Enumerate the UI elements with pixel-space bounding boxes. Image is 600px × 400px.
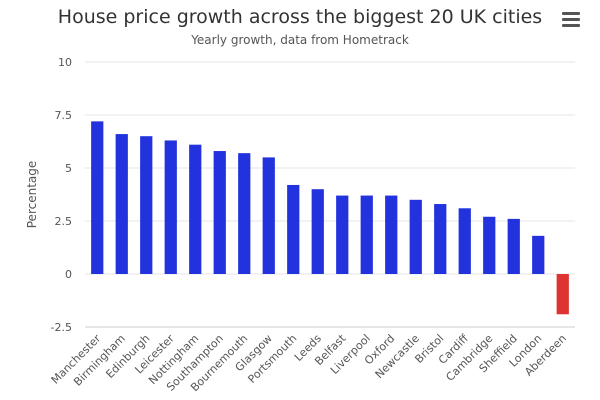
bar-cambridge[interactable]	[483, 216, 496, 274]
chart-subtitle: Yearly growth, data from Hometrack	[191, 33, 409, 47]
bar-southampton[interactable]	[213, 151, 226, 274]
bar-bournemouth[interactable]	[238, 153, 251, 274]
bar-london[interactable]	[532, 235, 545, 274]
bar-glasgow[interactable]	[262, 157, 275, 274]
y-tick-label: 7.5	[55, 109, 73, 122]
bar-oxford[interactable]	[385, 195, 398, 274]
bar-belfast[interactable]	[336, 195, 349, 274]
hamburger-menu-icon[interactable]	[562, 12, 580, 28]
bar-bristol[interactable]	[434, 204, 447, 274]
bar-sheffield[interactable]	[507, 218, 520, 274]
y-tick-label: 10	[58, 56, 72, 69]
y-axis-title: Percentage	[25, 161, 39, 229]
bar-leeds[interactable]	[311, 189, 324, 274]
bar-edinburgh[interactable]	[140, 136, 153, 274]
bar-manchester[interactable]	[91, 121, 104, 274]
y-tick-label: 5	[65, 162, 72, 175]
bar-cardiff[interactable]	[458, 208, 471, 274]
bar-leicester[interactable]	[164, 140, 177, 274]
chart-title: House price growth across the biggest 20…	[57, 6, 543, 28]
y-tick-label: 2.5	[55, 215, 73, 228]
bar-portsmouth[interactable]	[287, 184, 300, 274]
bar-aberdeen[interactable]	[556, 274, 569, 315]
bar-liverpool[interactable]	[360, 195, 373, 274]
y-tick-label: -2.5	[51, 321, 72, 334]
y-tick-label: 0	[65, 268, 72, 281]
bar-nottingham[interactable]	[189, 144, 202, 274]
bar-birmingham[interactable]	[115, 134, 128, 274]
bar-newcastle[interactable]	[409, 199, 422, 274]
